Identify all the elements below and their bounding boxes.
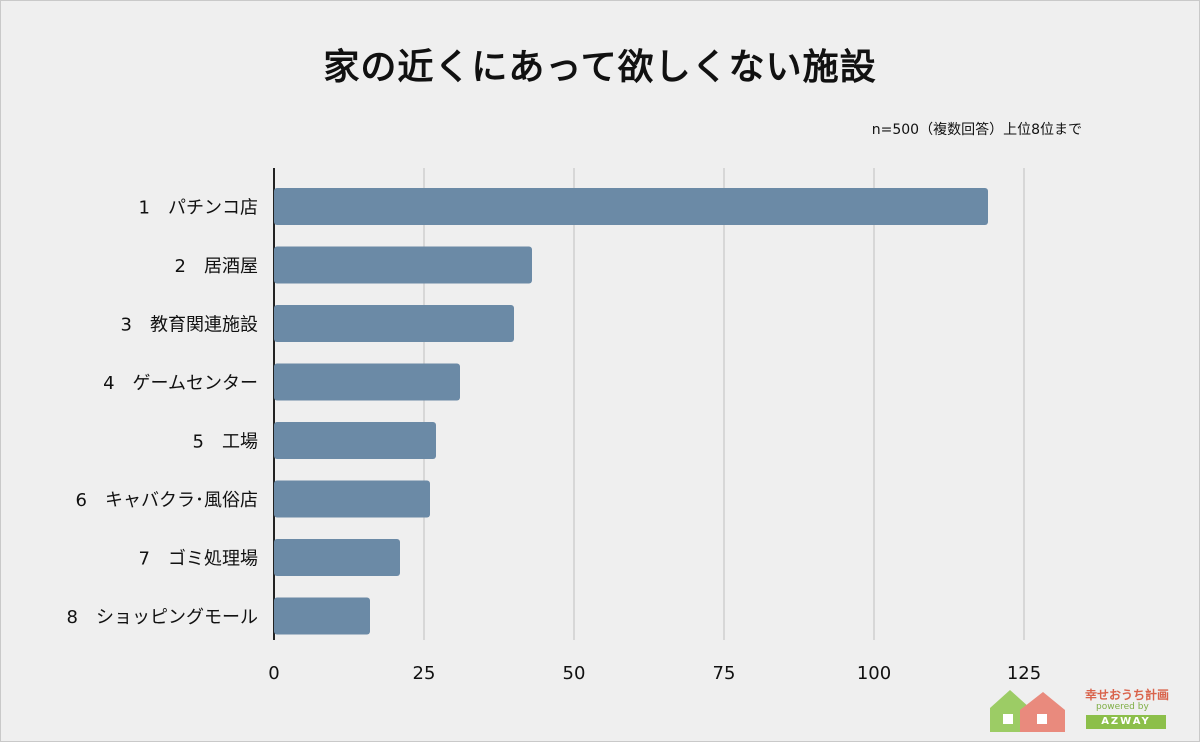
chart-title: 家の近くにあって欲しくない施設 [323, 47, 877, 88]
logo-company: AZWAY [1086, 715, 1166, 729]
category-label: 7 ゴミ処理場 [139, 549, 258, 570]
x-tick-label: 100 [857, 663, 891, 684]
bar [274, 597, 370, 635]
bar [274, 422, 436, 459]
category-label: 5 工場 [193, 432, 258, 453]
category-label: 1 パチンコ店 [139, 198, 258, 219]
bar [274, 188, 988, 225]
bar [274, 539, 400, 576]
category-label: 3 教育関連施設 [121, 315, 258, 336]
house-logo-icon [990, 690, 1065, 732]
x-tick-label: 25 [413, 663, 436, 684]
bar [274, 363, 460, 401]
logo [985, 680, 1195, 736]
logo-powered-by: powered by [1096, 702, 1149, 712]
category-label: 6 キャバクラ･風俗店 [76, 490, 258, 511]
category-label: 4 ゲームセンター [103, 373, 258, 394]
x-tick-label: 75 [713, 663, 736, 684]
bar [274, 305, 514, 342]
x-tick-label: 50 [563, 663, 586, 684]
bar [274, 246, 532, 284]
category-label: 8 ショッピングモール [67, 607, 258, 628]
chart-subtitle: n=500（複数回答）上位8位まで [871, 122, 1082, 138]
x-tick-label: 125 [1007, 663, 1041, 684]
bar [274, 480, 430, 518]
x-tick-label: 0 [268, 663, 279, 684]
category-label: 2 居酒屋 [175, 256, 258, 277]
logo-name: 幸せおうち計画 [1085, 688, 1170, 702]
